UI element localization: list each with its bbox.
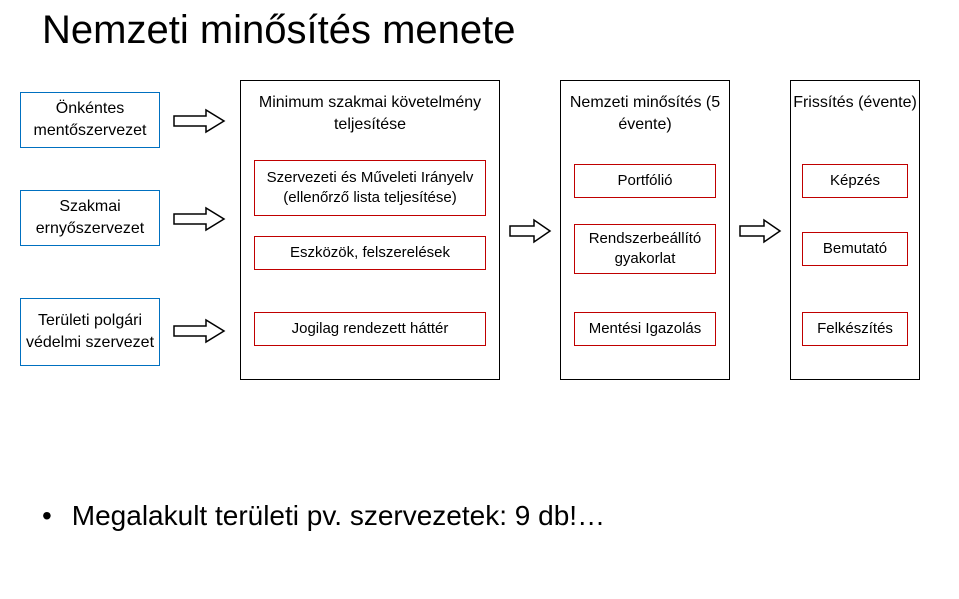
page-title: Nemzeti minősítés menete (42, 8, 516, 53)
org-box-volunteer-label: Önkéntes mentőszervezet (25, 98, 155, 141)
req-item-legal-label: Jogilag rendezett háttér (292, 319, 449, 339)
arrow-icon (738, 218, 782, 244)
refresh-item-demo: Bemutató (802, 232, 908, 266)
refresh-item-demo-label: Bemutató (823, 239, 887, 259)
refresh-header: Frissítés (évente) (790, 92, 920, 114)
req-item-equipment-label: Eszközök, felszerelések (290, 243, 450, 263)
arrow-icon (172, 318, 226, 344)
bullet-summary-label: Megalakult területi pv. szervezetek: 9 d… (72, 500, 605, 531)
org-box-territorial: Területi polgári védelmi szervezet (20, 298, 160, 366)
qual-item-system: Rendszerbeállító gyakorlat (574, 224, 716, 274)
refresh-item-prep-label: Felkészítés (817, 319, 893, 339)
qual-item-portfolio: Portfólió (574, 164, 716, 198)
req-item-guideline-label: Szervezeti és Műveleti Irányelv (ellenőr… (259, 168, 481, 209)
refresh-item-training: Képzés (802, 164, 908, 198)
org-box-umbrella: Szakmai ernyőszervezet (20, 190, 160, 246)
requirements-header-label: Minimum szakmai követelmény teljesítése (259, 94, 481, 133)
qual-item-cert-label: Mentési Igazolás (589, 319, 702, 339)
qual-item-portfolio-label: Portfólió (617, 171, 672, 191)
arrow-icon (508, 218, 552, 244)
arrow-icon (172, 206, 226, 232)
bullet-summary: • Megalakult területi pv. szervezetek: 9… (42, 500, 605, 532)
requirements-header: Minimum szakmai követelmény teljesítése (240, 92, 500, 135)
req-item-guideline: Szervezeti és Műveleti Irányelv (ellenőr… (254, 160, 486, 216)
req-item-equipment: Eszközök, felszerelések (254, 236, 486, 270)
bullet-dot: • (42, 500, 64, 532)
qual-item-system-label: Rendszerbeállító gyakorlat (579, 229, 711, 270)
org-box-territorial-label: Területi polgári védelmi szervezet (25, 310, 155, 353)
req-item-legal: Jogilag rendezett háttér (254, 312, 486, 346)
arrow-icon (172, 108, 226, 134)
org-box-volunteer: Önkéntes mentőszervezet (20, 92, 160, 148)
refresh-header-label: Frissítés (évente) (793, 94, 917, 111)
qual-item-cert: Mentési Igazolás (574, 312, 716, 346)
qualification-header-label: Nemzeti minősítés (5 évente) (570, 94, 720, 133)
refresh-item-prep: Felkészítés (802, 312, 908, 346)
org-box-umbrella-label: Szakmai ernyőszervezet (25, 196, 155, 239)
refresh-item-training-label: Képzés (830, 171, 880, 191)
qualification-header: Nemzeti minősítés (5 évente) (560, 92, 730, 135)
